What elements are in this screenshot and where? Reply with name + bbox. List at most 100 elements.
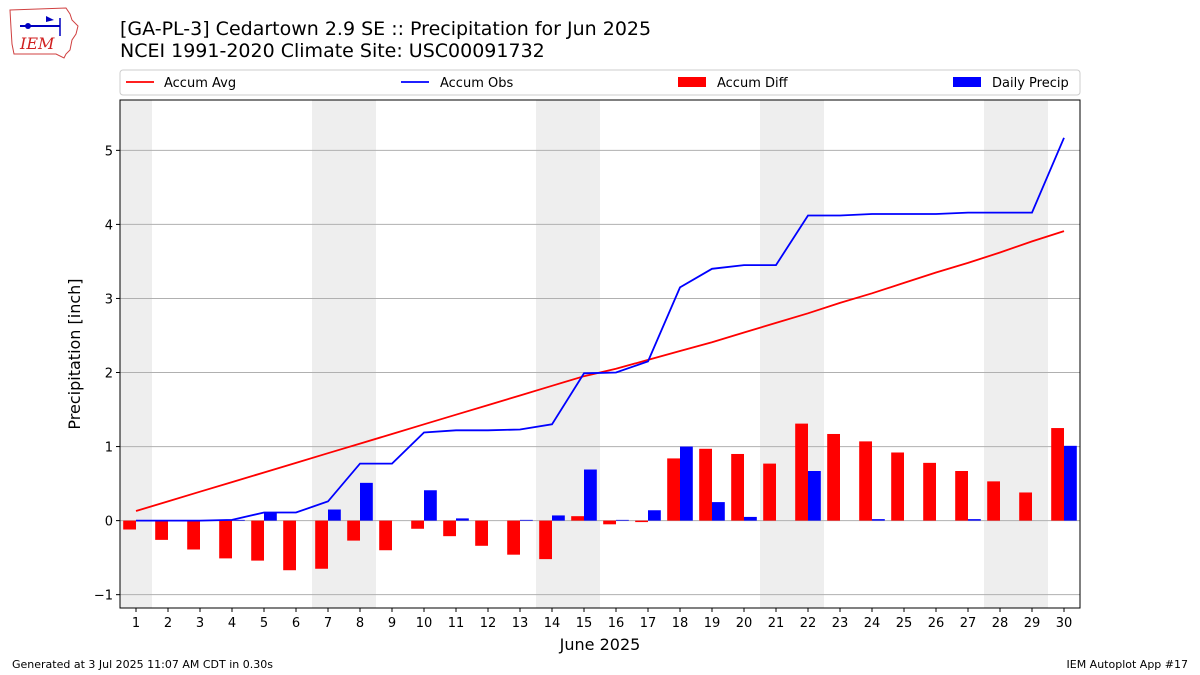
x-tick-label-26: 26 xyxy=(928,616,945,631)
x-tick-label-27: 27 xyxy=(960,616,977,631)
x-tick-label-7: 7 xyxy=(324,616,332,631)
accum-diff-bar-15 xyxy=(571,516,584,521)
x-tick-label-28: 28 xyxy=(992,616,1009,631)
daily-precip-bar-18 xyxy=(680,446,693,521)
lines xyxy=(135,137,1065,522)
accum-diff-bar-3 xyxy=(187,520,200,550)
accum-diff-bar-14 xyxy=(539,520,552,560)
gridlines xyxy=(120,149,1080,596)
x-tick-label-14: 14 xyxy=(544,616,561,631)
daily-precip-bar-15 xyxy=(584,469,597,521)
accum-diff-bar-24 xyxy=(859,441,872,521)
y-tick-label-0: 0 xyxy=(105,515,113,530)
generated-footer: Generated at 3 Jul 2025 11:07 AM CDT in … xyxy=(12,658,273,671)
y-tick-label-1: 1 xyxy=(105,441,113,456)
iem-logo: IEM xyxy=(9,7,79,59)
x-tick-label-25: 25 xyxy=(896,616,913,631)
accum-diff-bar-11 xyxy=(443,520,456,537)
legend-label-daily-precip: Daily Precip xyxy=(992,76,1069,91)
bars xyxy=(123,423,1077,571)
x-tick-label-29: 29 xyxy=(1024,616,1041,631)
daily-precip-bar-13 xyxy=(520,519,533,521)
x-tick-label-5: 5 xyxy=(260,616,268,631)
daily-precip-bar-16 xyxy=(616,519,629,521)
daily-precip-bar-22 xyxy=(808,471,821,521)
daily-precip-bar-10 xyxy=(424,490,437,521)
accum-diff-bar-9 xyxy=(379,520,392,551)
y-tick-label-2: 2 xyxy=(105,367,113,382)
accum-diff-bar-2 xyxy=(155,520,168,540)
x-tick-label-11: 11 xyxy=(448,616,465,631)
y-axis-label: Precipitation [inch] xyxy=(65,278,84,429)
weekend-shade-day-29 xyxy=(1016,100,1048,608)
accum-diff-bar-17 xyxy=(635,520,648,523)
x-tick-label-9: 9 xyxy=(388,616,396,631)
accum-diff-bar-20 xyxy=(731,453,744,521)
x-tick-label-3: 3 xyxy=(196,616,204,631)
accum-diff-bar-8 xyxy=(347,520,360,541)
accum-diff-bar-28 xyxy=(987,481,1000,521)
x-axis-label: June 2025 xyxy=(559,635,641,654)
accum-diff-bar-13 xyxy=(507,520,520,555)
accum-diff-bar-19 xyxy=(699,448,712,521)
daily-precip-bar-19 xyxy=(712,502,725,521)
legend-label-accum-avg: Accum Avg xyxy=(164,76,236,91)
accum-diff-bar-29 xyxy=(1019,492,1032,521)
y-tick-label--1: −1 xyxy=(94,589,113,604)
accum-diff-bar-16 xyxy=(603,520,616,525)
accum-diff-bar-25 xyxy=(891,452,904,521)
legend: Accum Avg Accum Obs Accum Diff Daily Precip xyxy=(119,69,1081,96)
daily-precip-bar-4 xyxy=(232,519,245,521)
accum-diff-bar-1 xyxy=(123,520,136,530)
legend-label-accum-obs: Accum Obs xyxy=(440,76,513,91)
daily-precip-bar-17 xyxy=(648,510,661,521)
accum-diff-bar-10 xyxy=(411,520,424,529)
accum-diff-bar-12 xyxy=(475,520,488,546)
accum-diff-bar-5 xyxy=(251,520,264,561)
x-tick-label-6: 6 xyxy=(292,616,300,631)
accum-diff-bar-7 xyxy=(315,520,328,569)
accum-diff-bar-26 xyxy=(923,462,936,521)
accum-diff-bar-23 xyxy=(827,433,840,521)
x-tick-label-2: 2 xyxy=(164,616,172,631)
y-tick-label-4: 4 xyxy=(105,218,113,233)
y-tick-label-5: 5 xyxy=(105,144,113,159)
daily-precip-bar-24 xyxy=(872,519,885,521)
weekend-shade-day-1 xyxy=(120,100,152,608)
weekend-shade-day-15 xyxy=(568,100,600,608)
x-tick-label-16: 16 xyxy=(608,616,625,631)
daily-precip-bar-20 xyxy=(744,516,757,521)
legend-swatch-daily-precip xyxy=(953,77,981,87)
daily-precip-bar-8 xyxy=(360,482,373,521)
x-tick-label-20: 20 xyxy=(736,616,753,631)
y-tick-label-3: 3 xyxy=(105,292,113,307)
iowa-state-outline xyxy=(9,7,79,59)
daily-precip-bar-5 xyxy=(264,512,277,521)
accum-diff-bar-21 xyxy=(763,463,776,521)
weekend-shade-day-28 xyxy=(984,100,1016,608)
x-tick-label-23: 23 xyxy=(832,616,849,631)
accum-diff-bar-6 xyxy=(283,520,296,571)
x-tick-label-22: 22 xyxy=(800,616,817,631)
daily-precip-bar-14 xyxy=(552,515,565,521)
accum-diff-bar-18 xyxy=(667,458,680,521)
x-tick-label-30: 30 xyxy=(1056,616,1073,631)
x-tick-label-4: 4 xyxy=(228,616,236,631)
accum-diff-bar-22 xyxy=(795,423,808,521)
x-tick-label-19: 19 xyxy=(704,616,721,631)
x-tick-label-8: 8 xyxy=(356,616,364,631)
accum-obs-line xyxy=(136,137,1065,522)
y-axis-ticks: −1 0 1 2 3 4 5 xyxy=(94,144,120,604)
x-tick-label-17: 17 xyxy=(640,616,657,631)
weekend-shade-day-22 xyxy=(792,100,824,608)
accum-diff-bar-27 xyxy=(955,471,968,521)
accum-diff-bar-30 xyxy=(1051,428,1064,521)
x-tick-label-12: 12 xyxy=(480,616,497,631)
app-footer: IEM Autoplot App #17 xyxy=(1066,658,1189,671)
x-tick-label-21: 21 xyxy=(768,616,785,631)
x-tick-label-24: 24 xyxy=(864,616,881,631)
daily-precip-bar-11 xyxy=(456,518,469,521)
daily-precip-bar-7 xyxy=(328,509,341,521)
x-axis-ticks: 1 2 3 4 5 6 7 8 9 10 11 12 13 14 15 16 17 18 19 20 21 22 23 24 2… xyxy=(132,608,1072,631)
